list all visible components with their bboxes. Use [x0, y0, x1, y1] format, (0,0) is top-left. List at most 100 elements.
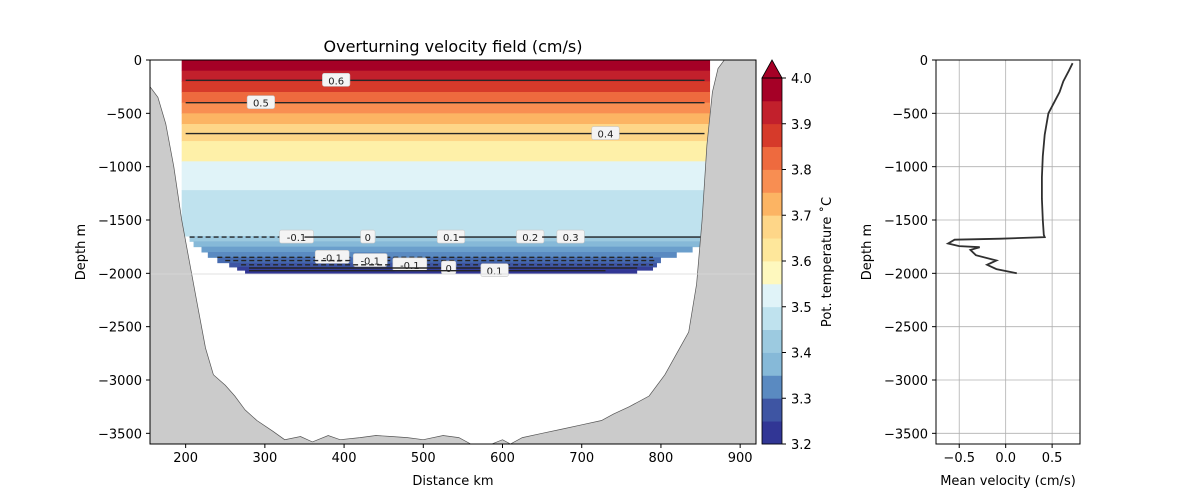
contour-label-bg-9 — [352, 253, 388, 267]
contour-label-0: 0.6 — [328, 76, 344, 87]
contour-label-10: -0.1 — [400, 261, 420, 272]
main-axes-frame — [149, 59, 757, 445]
main-y-tick-label-3: −1500 — [98, 214, 142, 229]
main-plot: 0.60.50.4-0.1 0 0.1 0.2 0.3-0.1 -0.1 -0.1 0 0.1 … — [74, 37, 757, 489]
colorbar-extend-arrow — [761, 59, 783, 79]
main-x-tick-label-0: 200 — [173, 451, 198, 466]
main-title: Overturning velocity field (cm/s) — [324, 37, 583, 56]
colorbar-block-1 — [762, 398, 782, 422]
deep-layer-1 — [193, 241, 701, 248]
colorbar-block-12 — [762, 146, 782, 170]
contour-label-bg-7 — [556, 229, 585, 244]
colorbar-block-4 — [762, 329, 782, 353]
temperature-band-3 — [181, 92, 711, 104]
side-y-tick-label-7: −3500 — [884, 427, 928, 442]
main-y-tick-label-6: −3000 — [98, 374, 142, 389]
contour-label-1: 0.5 — [253, 99, 269, 110]
velocity-contours: 0.6 0.5 0.4 -0.1 0 0.1 0.2 0.3 -0.1 -0.1 -0.1 0 0.1 — [185, 72, 709, 278]
colorbar-block-5 — [762, 306, 782, 331]
side-axes-frame — [935, 59, 1081, 445]
side-x-ticks: −0.5 0.0 0.5 — [943, 444, 1062, 466]
colorbar-tick-label-7: 3.3 — [791, 392, 812, 407]
temperature-band-1 — [181, 70, 711, 82]
side-x-tick-label-1: 0.0 — [995, 451, 1016, 466]
contour-label-4: 0 — [365, 233, 371, 244]
main-x-tick-label-7: 900 — [728, 451, 753, 466]
colorbar-tick-label-3: 3.7 — [791, 209, 812, 224]
main-y-tick-label-0: 0 — [134, 54, 142, 69]
mean-velocity-plot: −0.5 0.0 0.5 0 −500 −1000 −1500 −2000 −2500 −300… — [860, 54, 1081, 489]
colorbar: 4.0 3.9 3.8 3.7 3.6 3.5 3.4 3.3 3.2 Pot. tempera… — [761, 59, 835, 453]
side-x-tick-label-2: 0.5 — [1042, 451, 1063, 466]
deep-layer-2 — [201, 246, 693, 253]
side-y-ticks: 0 −500 −1000 −1500 −2000 −2500 −3000 −3500 — [884, 54, 936, 442]
colorbar-block-9 — [762, 215, 782, 239]
contour-label-2: 0.4 — [598, 130, 614, 141]
colorbar-tick-label-4: 3.6 — [791, 255, 812, 270]
main-y-ticks: 0 −500 −1000 −1500 −2000 −2500 −3000 −3500 — [98, 54, 150, 442]
contour-label-bg-12 — [480, 263, 509, 277]
side-xlabel: Mean velocity (cm/s) — [940, 474, 1076, 489]
temperature-band-8 — [181, 161, 711, 191]
colorbar-block-0 — [762, 421, 782, 445]
colorbar-tick-label-6: 3.4 — [791, 347, 812, 362]
main-y-tick-label-4: −2000 — [98, 267, 142, 282]
colorbar-tick-label-2: 3.8 — [791, 164, 812, 179]
contour-label-bg-2 — [591, 126, 620, 140]
deep-layer-4 — [217, 257, 661, 264]
main-x-tick-label-3: 500 — [411, 451, 436, 466]
side-grid — [936, 59, 1080, 444]
colorbar-label: Pot. temperature ˚C — [819, 197, 835, 327]
colorbar-tick-label-8: 3.2 — [791, 438, 812, 453]
contour-label-5: 0.1 — [443, 233, 459, 244]
mean-velocity-series — [945, 62, 1074, 275]
temperature-band-2 — [181, 81, 711, 93]
contour-label-bg-0 — [322, 72, 351, 87]
colorbar-block-2 — [762, 375, 782, 399]
temperature-band-9 — [181, 190, 711, 237]
colorbar-block-3 — [762, 352, 782, 376]
colorbar-ticks: 4.0 3.9 3.8 3.7 3.6 3.5 3.4 3.3 3.2 — [782, 72, 812, 453]
main-y-tick-label-5: −2500 — [98, 321, 142, 336]
temperature-band-4 — [181, 102, 711, 114]
colorbar-block-7 — [762, 261, 782, 285]
temperature-band-5 — [181, 113, 711, 125]
colorbar-tick-label-0: 4.0 — [791, 72, 812, 87]
side-y-tick-label-3: −1500 — [884, 214, 928, 229]
main-x-tick-label-1: 300 — [252, 451, 277, 466]
contour-label-9: -0.1 — [360, 257, 380, 268]
side-x-tick-label-0: −0.5 — [943, 451, 975, 466]
main-x-tick-label-5: 700 — [569, 451, 594, 466]
contour-label-bg-1 — [246, 95, 275, 109]
bathymetry — [150, 60, 756, 444]
side-y-tick-label-2: −1000 — [884, 161, 928, 176]
colorbar-block-8 — [762, 238, 782, 262]
colorbar-block-6 — [762, 283, 782, 308]
side-y-tick-label-5: −2500 — [884, 321, 928, 336]
contour-label-8: -0.1 — [322, 253, 342, 264]
deep-layer-3 — [207, 252, 677, 258]
side-y-tick-label-6: −3000 — [884, 374, 928, 389]
colorbar-blocks — [762, 78, 782, 445]
colorbar-block-14 — [762, 100, 782, 125]
side-ylabel: Depth m — [860, 224, 875, 280]
colorbar-tick-label-5: 3.5 — [791, 301, 812, 316]
contour-label-7: 0.3 — [563, 233, 579, 244]
mean-velocity-line — [945, 62, 1074, 275]
main-x-tick-label-2: 400 — [332, 451, 357, 466]
side-y-tick-label-4: −2000 — [884, 267, 928, 282]
main-ylabel: Depth m — [74, 224, 89, 280]
temperature-bands — [181, 60, 711, 237]
colorbar-tick-label-1: 3.9 — [791, 118, 812, 133]
main-y-tick-label-7: −3500 — [98, 427, 142, 442]
bathymetry-fill — [150, 60, 756, 444]
main-xlabel: Distance km — [412, 474, 493, 489]
contour-label-3: -0.1 — [287, 233, 307, 244]
colorbar-block-15 — [762, 78, 782, 102]
colorbar-block-10 — [762, 192, 782, 216]
contour-label-bg-4 — [360, 229, 376, 244]
main-y-tick-label-1: −500 — [106, 107, 142, 122]
main-x-tick-label-4: 600 — [490, 451, 515, 466]
main-x-tick-label-6: 800 — [649, 451, 674, 466]
